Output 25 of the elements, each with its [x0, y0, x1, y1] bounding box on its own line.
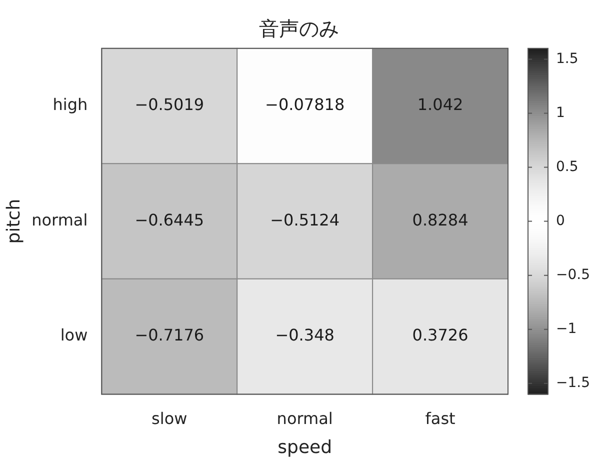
x-tick-label: normal: [276, 408, 333, 428]
color-bar-label: −0.5: [556, 266, 590, 283]
data-label: −0.7176: [134, 326, 204, 345]
color-bar-label: 1.5: [556, 50, 578, 67]
y-tick-label: normal: [32, 210, 88, 230]
y-axis-title: pitch: [3, 198, 24, 244]
data-label: −0.6445: [134, 210, 204, 230]
data-label: 0.3726: [412, 326, 468, 345]
color-bar-label: 0: [556, 212, 565, 229]
data-label: 1.042: [417, 95, 464, 114]
color-bar-label: −1.5: [556, 375, 590, 392]
x-tick-label: fast: [425, 408, 456, 428]
x-axis-title: speed: [278, 436, 332, 458]
data-label: 0.8284: [412, 210, 468, 230]
color-bar-label: −1: [556, 321, 577, 338]
y-tick-label: low: [60, 326, 88, 345]
data-label: −0.07818: [265, 95, 345, 114]
data-label: −0.348: [275, 326, 334, 345]
chart-title: 音声のみ: [259, 16, 339, 41]
x-tick-label: slow: [152, 408, 188, 428]
data-label: −0.5124: [270, 210, 340, 230]
color-bar-label: 0.5: [556, 158, 578, 175]
data-label: −0.5019: [134, 95, 204, 114]
color-bar-label: 1: [556, 104, 565, 121]
y-tick-label: high: [52, 95, 88, 114]
